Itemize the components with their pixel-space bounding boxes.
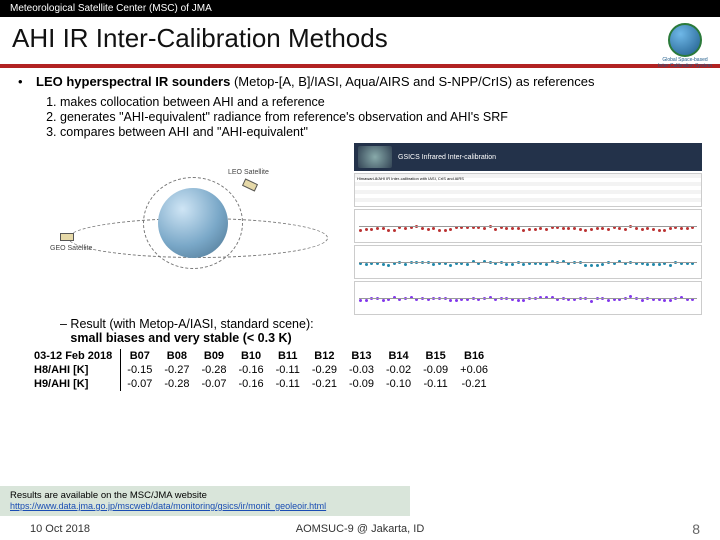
- cell: -0.29: [306, 363, 343, 377]
- cell: -0.28: [158, 377, 195, 391]
- result-bold: small biases and very stable (< 0.3 K): [70, 331, 291, 345]
- panel-caption: Himawari-8/AHI IR Inter-calibration with…: [354, 173, 702, 207]
- footer: 10 Oct 2018 AOMSUC-9 @ Jakarta, ID 8: [0, 518, 720, 540]
- cell: -0.03: [343, 363, 380, 377]
- col-h: B14: [380, 349, 417, 363]
- panel-header: GSICS Infrared Inter-calibration: [354, 143, 702, 171]
- cell: -0.11: [270, 377, 306, 391]
- orbit-diagram: LEO Satellite GEO Satellite: [48, 143, 348, 293]
- cell: -0.09: [417, 363, 454, 377]
- cell: -0.21: [306, 377, 343, 391]
- mini-chart-2: [354, 245, 702, 279]
- globe-icon: [668, 23, 702, 57]
- cell: -0.07: [121, 377, 159, 391]
- cell: -0.16: [233, 363, 270, 377]
- leo-satellite-icon: [242, 178, 258, 191]
- cell: -0.27: [158, 363, 195, 377]
- logo-line2: Inter-Calibration System: [658, 64, 712, 69]
- panel-thumb-icon: [358, 146, 392, 168]
- bias-table: 03-12 Feb 2018 B07 B08 B09 B10 B11 B12 B…: [28, 349, 494, 391]
- col-h: B13: [343, 349, 380, 363]
- footer-date: 10 Oct 2018: [30, 523, 90, 535]
- result-line: – Result (with Metop-A/IASI, standard sc…: [60, 317, 702, 345]
- table-header-row: 03-12 Feb 2018 B07 B08 B09 B10 B11 B12 B…: [28, 349, 494, 363]
- note-text: Results are available on the MSC/JMA web…: [10, 490, 400, 501]
- right-panel: GSICS Infrared Inter-calibration Himawar…: [354, 143, 702, 315]
- mini-chart-1: [354, 209, 702, 243]
- bullet-lead: LEO hyperspectral IR sounders: [36, 74, 230, 89]
- note-link[interactable]: https://www.data.jma.go.jp/mscweb/data/m…: [10, 501, 326, 511]
- geo-label: GEO Satellite: [50, 245, 92, 252]
- cell: -0.15: [121, 363, 159, 377]
- col-h: B12: [306, 349, 343, 363]
- panel-title: GSICS Infrared Inter-calibration: [398, 154, 496, 161]
- step-item: generates "AHI-equivalent" radiance from…: [60, 110, 702, 124]
- cell: -0.09: [343, 377, 380, 391]
- step-item: compares between AHI and "AHI-equivalent…: [60, 125, 702, 139]
- bullet-text: LEO hyperspectral IR sounders (Metop-[A,…: [36, 74, 595, 89]
- bullet-rest: (Metop-[A, B]/IASI, Aqua/AIRS and S-NPP/…: [230, 74, 594, 89]
- col-h: B08: [158, 349, 195, 363]
- cell: +0.06: [454, 363, 494, 377]
- cell: -0.11: [270, 363, 306, 377]
- result-prefix: – Result (with Metop-A/IASI, standard sc…: [60, 317, 314, 331]
- slide-title: AHI IR Inter-Calibration Methods: [12, 23, 708, 54]
- footer-venue: AOMSUC-9 @ Jakarta, ID: [296, 523, 425, 535]
- leo-label: LEO Satellite: [228, 169, 269, 176]
- title-band: AHI IR Inter-Calibration Methods Global …: [0, 17, 720, 68]
- row-label: H8/AHI [K]: [28, 363, 121, 377]
- earth-icon: [158, 188, 228, 258]
- table-row: H8/AHI [K] -0.15 -0.27 -0.28 -0.16 -0.11…: [28, 363, 494, 377]
- cell: -0.07: [195, 377, 232, 391]
- cell: -0.28: [195, 363, 232, 377]
- col-h: B09: [195, 349, 232, 363]
- slide: Meteorological Satellite Center (MSC) of…: [0, 0, 720, 540]
- row-label: H9/AHI [K]: [28, 377, 121, 391]
- gsics-logo: Global Space-based Inter-Calibration Sys…: [658, 23, 712, 69]
- bullet-dot: •: [18, 74, 24, 89]
- cell: -0.21: [454, 377, 494, 391]
- date-range: 03-12 Feb 2018: [28, 349, 121, 363]
- note-box: Results are available on the MSC/JMA web…: [0, 486, 410, 516]
- cell: -0.16: [233, 377, 270, 391]
- col-h: B07: [121, 349, 159, 363]
- col-h: B15: [417, 349, 454, 363]
- col-h: B11: [270, 349, 306, 363]
- step-item: makes collocation between AHI and a refe…: [60, 95, 702, 109]
- cell: -0.11: [417, 377, 454, 391]
- cell: -0.02: [380, 363, 417, 377]
- col-h: B16: [454, 349, 494, 363]
- table-row: H9/AHI [K] -0.07 -0.28 -0.07 -0.16 -0.11…: [28, 377, 494, 391]
- steps-list: makes collocation between AHI and a refe…: [60, 95, 702, 139]
- geo-satellite-icon: [60, 233, 74, 241]
- col-h: B10: [233, 349, 270, 363]
- org-header: Meteorological Satellite Center (MSC) of…: [0, 0, 720, 17]
- page-number: 8: [692, 521, 700, 537]
- body: • LEO hyperspectral IR sounders (Metop-[…: [0, 68, 720, 391]
- org-text: Meteorological Satellite Center (MSC) of…: [10, 3, 212, 14]
- diagram-row: LEO Satellite GEO Satellite GSICS Infrar…: [18, 143, 702, 315]
- cell: -0.10: [380, 377, 417, 391]
- main-bullet: • LEO hyperspectral IR sounders (Metop-[…: [18, 74, 702, 89]
- mini-chart-3: [354, 281, 702, 315]
